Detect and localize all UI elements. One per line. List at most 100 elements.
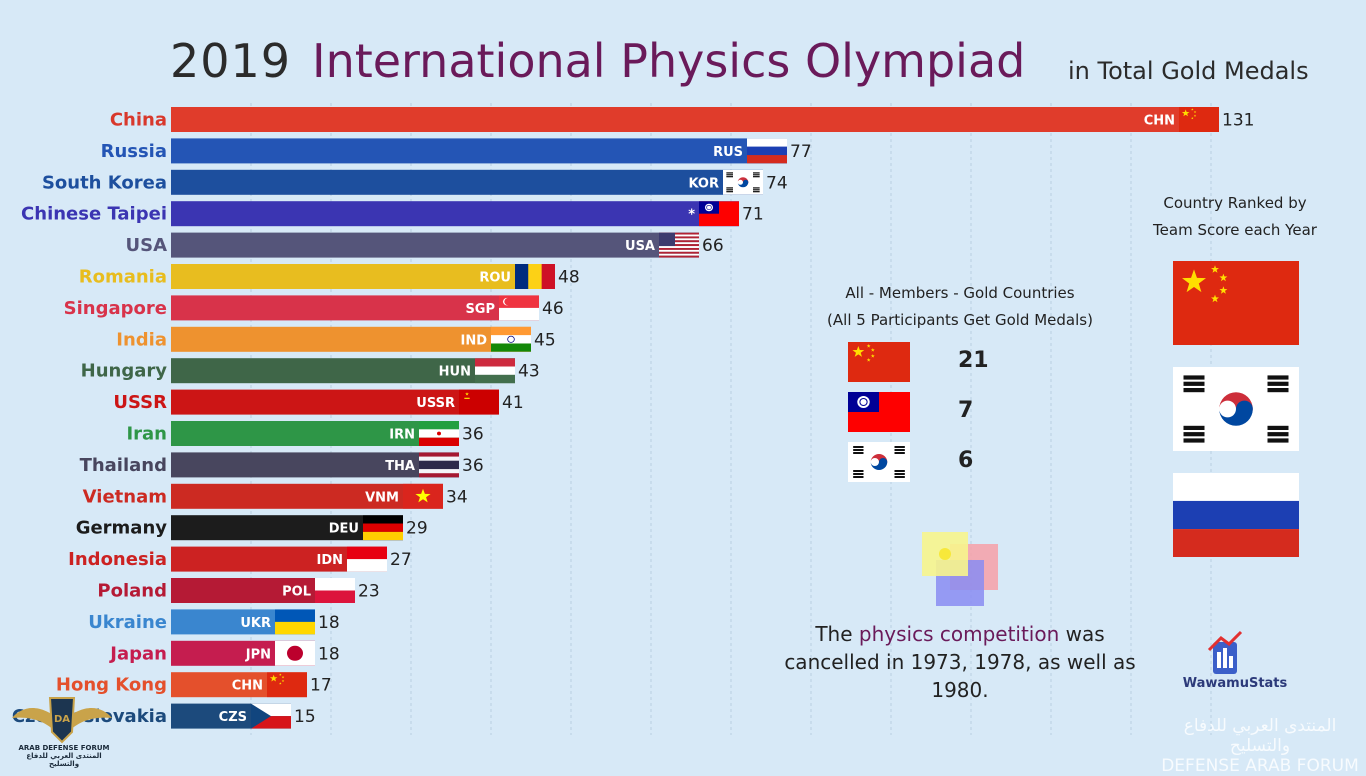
bar-group-china: China CHN 131 <box>110 107 1254 132</box>
flag-kr-icon <box>723 169 763 195</box>
bar-group-singapore: Singapore SGP 46 <box>64 295 564 321</box>
category-label: South Korea <box>42 172 167 193</box>
category-label: Chinese Taipei <box>21 204 167 225</box>
chart-subtitle: in Total Gold Medals <box>1068 57 1309 85</box>
korea-flag-icon <box>848 442 910 482</box>
value-label: 41 <box>502 393 524 413</box>
category-label: India <box>116 329 167 350</box>
country-code-label: POL <box>282 585 311 600</box>
flag-ro-icon <box>515 264 555 289</box>
svg-text:DA: DA <box>54 714 70 725</box>
value-label: 18 <box>318 613 340 633</box>
flag-pl-icon <box>315 578 355 603</box>
flag-hu-icon <box>475 358 515 384</box>
members-count: 21 <box>958 348 989 373</box>
note-part1: The <box>815 622 859 646</box>
note-part2: was cancelled in 1973, 1978, as well as … <box>784 622 1136 702</box>
bar <box>171 138 787 164</box>
country-code-label: IRN <box>389 428 415 443</box>
value-label: 66 <box>702 236 724 256</box>
china-flag-icon <box>848 342 910 382</box>
country-code-label: JPN <box>245 647 271 662</box>
category-label: Thailand <box>80 455 167 476</box>
ranked-title-line2: Team Score each Year <box>1153 221 1317 239</box>
flag-tw-icon <box>699 201 739 227</box>
country-code-label: IND <box>460 333 487 348</box>
brand-name: WawamuStats <box>1182 676 1288 691</box>
flag-cn-icon <box>267 672 307 698</box>
category-label: Romania <box>79 267 167 288</box>
value-label: 48 <box>558 268 580 288</box>
value-label: 36 <box>462 456 484 476</box>
flag-sg-icon <box>499 295 539 321</box>
country-code-label: HUN <box>439 365 471 380</box>
category-label: Hungary <box>81 361 168 382</box>
flag-vn-icon <box>403 483 443 509</box>
watermark-english: DEFENSE ARAB FORUM <box>1161 756 1359 776</box>
chart-title: International Physics Olympiad <box>312 34 1026 88</box>
ranked-title-line1: Country Ranked by <box>1163 194 1307 212</box>
country-code-label: USA <box>625 239 655 254</box>
bar-group-usa: USA USA 66 <box>125 232 724 258</box>
bar <box>171 169 763 195</box>
bar-group-ukraine: Ukraine UKR 18 <box>88 609 340 635</box>
category-label: Ukraine <box>88 612 167 633</box>
flag-in-icon <box>491 326 531 352</box>
value-label: 71 <box>742 205 764 225</box>
bar <box>171 421 459 446</box>
category-label: USA <box>125 235 167 256</box>
category-label: Japan <box>108 643 167 664</box>
category-label: Iran <box>126 424 167 445</box>
bar <box>171 201 739 227</box>
bar <box>171 358 515 384</box>
bar-group-germany: Germany DEU 29 <box>76 515 428 541</box>
country-code-label: CZS <box>219 710 247 725</box>
value-label: 23 <box>358 582 380 602</box>
country-code-label: IDN <box>316 553 343 568</box>
value-label: 15 <box>294 707 316 727</box>
country-code-label: DEU <box>329 522 359 537</box>
value-label: 43 <box>518 362 540 382</box>
country-code-label: USSR <box>416 396 455 411</box>
value-label: 131 <box>1222 111 1254 131</box>
value-label: 45 <box>534 330 556 350</box>
members-row-china: 21 <box>848 342 1048 384</box>
value-label: 34 <box>446 487 468 507</box>
ranked-title: Country Ranked by Team Score each Year <box>1140 190 1330 244</box>
flag-cn-icon <box>1179 107 1219 132</box>
members-row-korea: 6 <box>848 442 1048 484</box>
category-label: Germany <box>76 518 168 539</box>
bar <box>171 389 499 415</box>
taiwan-flag-icon <box>848 392 910 432</box>
country-code-label: KOR <box>688 176 719 191</box>
bar <box>171 107 1219 132</box>
category-label: Russia <box>101 141 167 162</box>
rank-3-russia-flag-icon <box>1173 473 1299 557</box>
bar-group-hong-kong: Hong Kong CHN 17 <box>56 672 332 698</box>
bar <box>171 483 443 509</box>
flag-ru-icon <box>747 138 787 164</box>
value-label: 36 <box>462 425 484 445</box>
category-label: Vietnam <box>83 486 167 507</box>
members-row-taiwan: 7 <box>848 392 1048 434</box>
value-label: 29 <box>406 519 428 539</box>
country-code-label: * <box>688 208 695 223</box>
flag-jp-icon <box>275 640 315 666</box>
flag-id-icon <box>347 546 387 572</box>
flag-cz-icon <box>251 703 291 729</box>
title-year: 2019 <box>170 34 292 88</box>
bar-group-thailand: Thailand THA 36 <box>80 452 484 478</box>
bar-group-iran: Iran IRN 36 <box>126 421 484 446</box>
bar <box>171 264 555 289</box>
flag-ua-icon <box>275 609 315 635</box>
value-label: 17 <box>310 676 332 696</box>
flag-ir-icon <box>419 421 459 446</box>
flag-de-icon <box>363 515 403 541</box>
flag-us-icon <box>659 232 699 258</box>
bar <box>171 452 459 478</box>
bar-group-romania: Romania ROU 48 <box>79 264 580 289</box>
category-label: China <box>110 110 167 131</box>
country-code-label: CHN <box>232 679 263 694</box>
category-label: Indonesia <box>68 549 167 570</box>
forum-badge-text: ARAB DEFENSE FORUM المنتدى العربي للدفاع… <box>14 744 114 768</box>
